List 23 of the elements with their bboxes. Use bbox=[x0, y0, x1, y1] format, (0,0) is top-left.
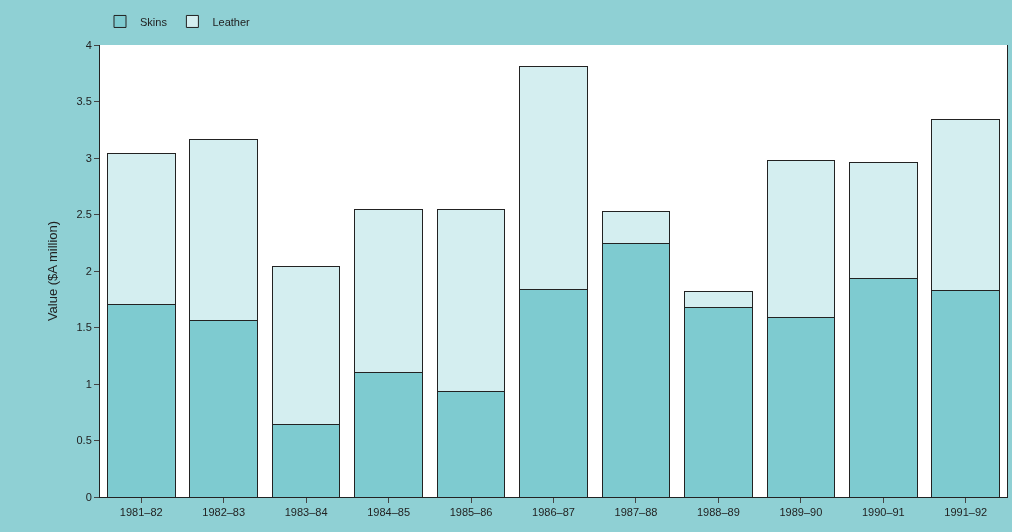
y-tick-label: 1 bbox=[85, 377, 92, 390]
y-tick-label: 2.5 bbox=[76, 208, 92, 221]
x-tick-label: 1991–92 bbox=[944, 506, 988, 519]
x-tick-label: 1981–82 bbox=[119, 506, 163, 519]
x-tick-label: 1983–84 bbox=[284, 506, 328, 519]
y-tick-label: 3.5 bbox=[76, 95, 92, 108]
x-tick-label: 1987–88 bbox=[614, 506, 658, 519]
x-tick-label: 1982–83 bbox=[202, 506, 246, 519]
x-tick-label: 1990–91 bbox=[861, 506, 905, 519]
x-tick-label: 1988–89 bbox=[697, 506, 740, 519]
y-tick-label: 2 bbox=[85, 264, 92, 277]
y-tick-label: 4 bbox=[85, 38, 92, 51]
y-tick-label: 0 bbox=[85, 490, 92, 503]
y-tick-label: 3 bbox=[85, 151, 92, 164]
x-tick-label: 1985–86 bbox=[449, 506, 493, 519]
legend-label: Skins bbox=[140, 15, 168, 28]
y-tick-label: 1.5 bbox=[76, 321, 92, 334]
y-tick-label: 0.5 bbox=[76, 434, 92, 447]
y-axis-title: Value ($A million) bbox=[45, 220, 61, 322]
x-tick-label: 1986–87 bbox=[532, 506, 575, 519]
x-tick-label: 1989–90 bbox=[779, 506, 823, 519]
legend-label: Leather bbox=[212, 15, 251, 28]
x-tick-label: 1984–85 bbox=[367, 506, 410, 519]
